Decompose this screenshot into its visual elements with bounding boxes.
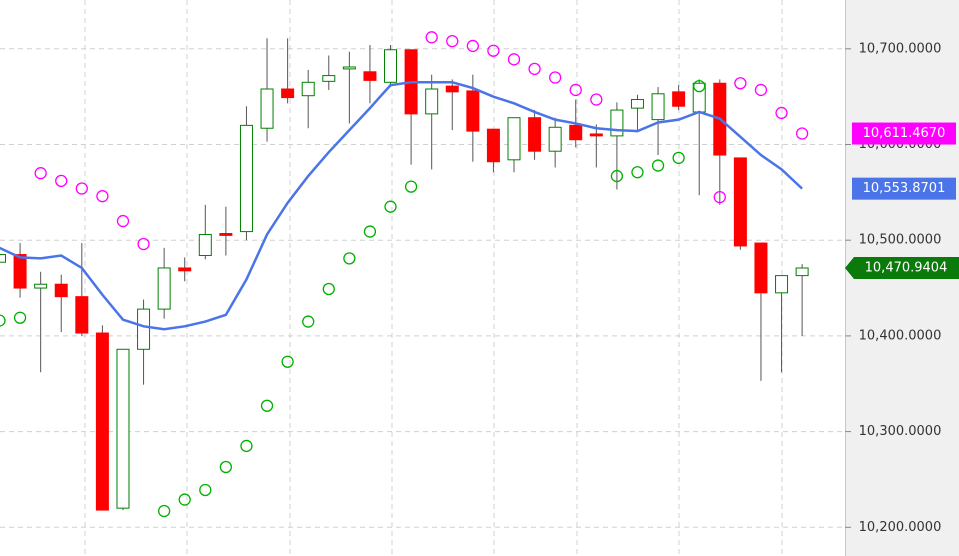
y-tick-label: 10,500.0000 <box>859 233 942 248</box>
candle-body <box>178 267 192 272</box>
value-tag-label: 10,611.4670 <box>863 126 946 141</box>
candle-body <box>219 233 233 236</box>
sar-dot <box>116 214 130 228</box>
candle-body <box>54 283 68 298</box>
sar-dot <box>610 169 624 183</box>
value-tag-label: 10,553.8701 <box>863 181 946 196</box>
sar-dot <box>260 399 274 412</box>
moving-average-line <box>0 81 803 331</box>
sar-dot <box>404 180 418 193</box>
candle-body <box>466 90 480 132</box>
sar-dot <box>446 34 459 48</box>
candle-body <box>486 128 500 163</box>
sar-dot <box>528 62 541 76</box>
sar-dot <box>549 71 562 84</box>
candle-body <box>445 85 459 93</box>
sar-dot <box>631 166 644 179</box>
sar-dot <box>651 159 665 172</box>
sar-dot <box>240 439 253 453</box>
sar-dot <box>137 237 150 251</box>
candle-body <box>342 66 356 70</box>
candle-body <box>198 233 212 257</box>
sar-dot <box>343 252 356 265</box>
candle-body <box>75 296 89 334</box>
sar-dot <box>466 39 479 53</box>
sar-dot <box>384 200 397 213</box>
sar-dot <box>795 127 809 140</box>
sar-dot <box>75 182 88 195</box>
candle-body <box>363 71 377 81</box>
value-tag <box>852 122 956 145</box>
candle-body <box>157 267 171 310</box>
sar-dot <box>425 31 438 44</box>
candle-body <box>610 109 624 137</box>
sar-dot <box>34 167 47 180</box>
sar-dot <box>734 77 747 90</box>
value-tag <box>845 257 959 280</box>
sar-dot <box>693 79 706 93</box>
candle-body <box>137 308 151 350</box>
candle-body <box>754 242 768 294</box>
candle-body <box>239 124 253 233</box>
sar-dot <box>713 190 726 204</box>
candle-body <box>775 275 789 294</box>
sar-dot <box>157 504 171 518</box>
sar-dot <box>569 83 582 97</box>
sar-dot <box>0 314 6 327</box>
sar-dot <box>507 53 521 66</box>
candle-body <box>384 49 398 83</box>
sar-dot <box>672 151 685 165</box>
y-tick-label: 10,200.0000 <box>859 520 942 535</box>
sar-dot <box>199 483 212 497</box>
value-tag-label: 10,470.9404 <box>865 261 948 276</box>
candle-body <box>281 88 295 99</box>
candle-body <box>692 82 706 113</box>
sar-dot <box>775 106 788 120</box>
candle-body <box>528 117 542 152</box>
candle-body <box>0 254 6 263</box>
sar-dot <box>590 93 603 106</box>
candle-body <box>795 267 809 277</box>
sar-dot <box>487 44 500 57</box>
candle-body <box>672 91 686 107</box>
value-tag <box>852 177 956 200</box>
candle-body <box>116 348 130 509</box>
sar-dot <box>219 460 233 474</box>
candle-body <box>260 88 274 129</box>
candle-body <box>13 254 27 289</box>
candle-body <box>322 75 336 82</box>
y-tick-label: 10,700.0000 <box>859 41 942 56</box>
sar-dot <box>322 282 335 296</box>
y-tick-label: 10,300.0000 <box>859 424 942 439</box>
sar-dot <box>363 225 377 238</box>
candle-body <box>34 283 48 289</box>
candle-body <box>569 124 583 141</box>
sar-dot <box>96 190 109 203</box>
candle-body <box>651 93 665 121</box>
candle-body <box>630 99 644 109</box>
candle-body <box>95 332 109 511</box>
sar-dot <box>281 355 294 368</box>
sar-dot <box>13 311 27 324</box>
sar-dot <box>178 493 191 506</box>
candle-body <box>548 126 562 152</box>
candle-body <box>301 81 315 97</box>
candle-body <box>589 133 603 137</box>
sar-dot <box>55 174 68 188</box>
sar-dot <box>302 315 315 328</box>
candle-body <box>733 157 747 247</box>
sar-dot <box>754 83 768 97</box>
y-tick-label: 10,400.0000 <box>859 328 942 343</box>
candle-body <box>507 117 521 161</box>
candle-body <box>425 88 439 115</box>
